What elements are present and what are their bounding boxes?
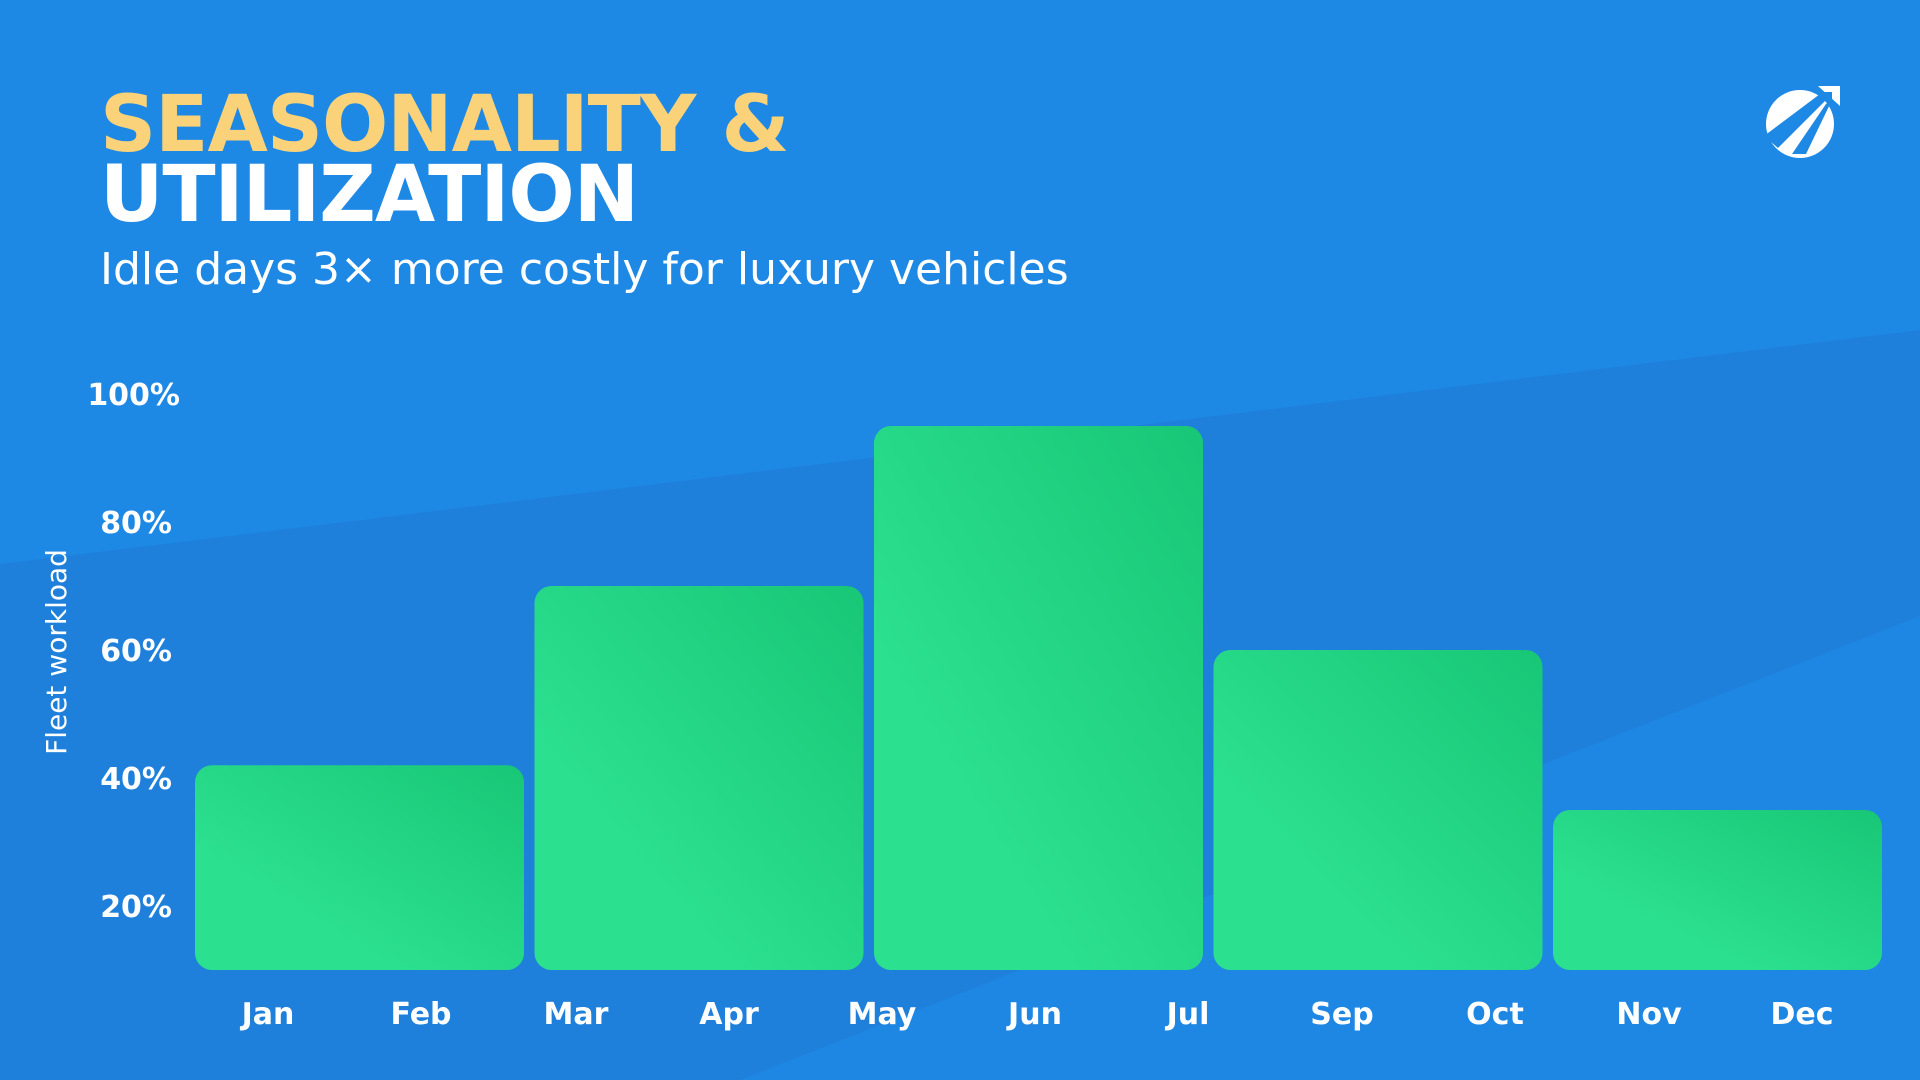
subtitle: Idle days 3× more costly for luxury vehi… <box>100 244 1069 295</box>
x-tick-label: Jun <box>1006 997 1062 1032</box>
x-tick-label: Apr <box>699 997 759 1032</box>
x-tick-label: Sep <box>1310 997 1373 1032</box>
x-tick-label: Jan <box>240 997 295 1032</box>
y-tick-label: 40% <box>100 762 172 797</box>
bar-mar-apr <box>534 586 864 970</box>
title-line-1: SEASONALITY & <box>100 80 790 170</box>
bar-jul-sep <box>1213 650 1543 970</box>
y-tick-label: 100% <box>87 378 180 413</box>
paper-plane-logo-icon <box>1764 86 1840 158</box>
x-tick-label: Feb <box>390 997 451 1032</box>
x-tick-label: Dec <box>1770 997 1833 1032</box>
y-tick-label: 20% <box>100 890 172 925</box>
y-tick-label: 80% <box>100 506 172 541</box>
x-tick-label: Oct <box>1466 997 1524 1032</box>
y-axis-label: Fleet workload <box>40 549 73 755</box>
bar-may-jun <box>874 426 1203 970</box>
bar-jan-feb <box>195 765 524 970</box>
title-line-2: UTILIZATION <box>100 150 639 240</box>
x-tick-label: Jul <box>1165 997 1210 1032</box>
bar-nov-dec <box>1553 810 1882 970</box>
x-tick-label: Nov <box>1616 997 1682 1032</box>
x-tick-label: May <box>848 997 917 1032</box>
x-tick-label: Mar <box>544 997 609 1032</box>
y-tick-label: 60% <box>100 634 172 669</box>
